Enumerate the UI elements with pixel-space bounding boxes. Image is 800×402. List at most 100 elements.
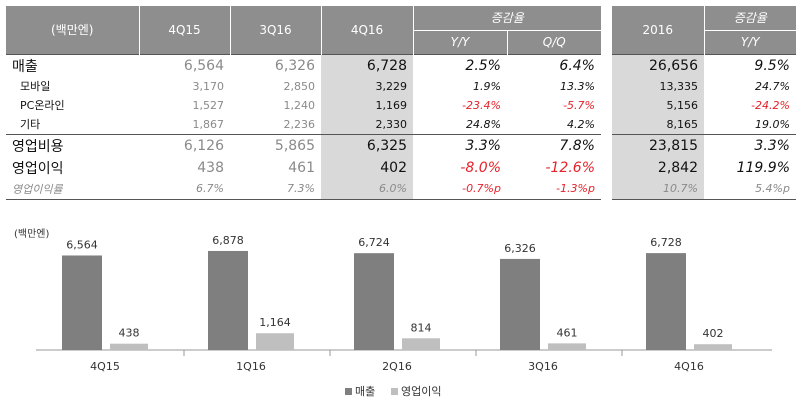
annual-value-cell: 13,335 — [612, 76, 704, 96]
value-cell: 5,865 — [230, 133, 321, 157]
revenue-bar — [62, 255, 102, 350]
legend-swatch — [345, 388, 352, 395]
table-row: 기타 1,867 2,236 2,330 24.8% 4.2% — [6, 114, 601, 134]
qq-cell: -5.7% — [563, 98, 595, 112]
revenue-data-label: 6,728 — [650, 236, 682, 249]
operating-profit-bar — [110, 343, 148, 350]
annual-yy-cell: 19.0% — [755, 117, 790, 131]
legend-swatch — [391, 388, 398, 395]
x-tick-label: 1Q16 — [236, 360, 266, 373]
value-cell: 1,240 — [283, 98, 316, 112]
value-cell: 402 — [321, 156, 413, 179]
annual-yy-cell: 9.5% — [704, 53, 796, 77]
value-cell: 6,728 — [321, 53, 413, 77]
table-row: 26,656 9.5% — [612, 53, 796, 77]
table-row: 2,842 119.9% — [612, 156, 796, 179]
revenue-data-label: 6,326 — [504, 242, 536, 255]
qq-cell: -1.3%p — [507, 178, 601, 200]
annual-value-cell: 5,156 — [612, 95, 704, 115]
value-cell: 2,850 — [283, 79, 316, 93]
x-tick-label: 4Q16 — [674, 360, 704, 373]
row-label: 기타 — [20, 118, 41, 131]
yy-cell: -0.7%p — [413, 178, 507, 200]
col-header-4q16: 4Q16 — [320, 6, 413, 54]
unit-header: (백만엔) — [6, 6, 139, 54]
annual-yy-cell: 3.3% — [704, 133, 796, 157]
revenue-data-label: 6,564 — [66, 238, 98, 251]
value-cell: 461 — [288, 159, 315, 176]
x-tick-label: 3Q16 — [528, 360, 558, 373]
annual-value-cell: 10.7% — [612, 178, 704, 200]
col-header-qq: Q/Q — [506, 30, 601, 54]
qq-cell: -12.6% — [545, 159, 595, 176]
annual-value-cell: 2,842 — [612, 156, 704, 179]
value-cell: 3,229 — [321, 76, 413, 96]
value-cell: 2,330 — [321, 114, 413, 134]
operating-profit-bar — [256, 333, 294, 350]
operating-profit-data-label: 461 — [557, 326, 578, 339]
value-cell: 438 — [197, 159, 224, 176]
col-header-3q16: 3Q16 — [229, 6, 321, 54]
row-label: PC온라인 — [20, 99, 65, 112]
row-label: 모바일 — [20, 80, 51, 93]
row-label: 영업비용 — [6, 133, 139, 157]
value-cell: 7.3% — [230, 178, 321, 200]
yy-cell: 3.3% — [413, 133, 507, 157]
revenue-data-label: 6,878 — [212, 234, 244, 247]
yy-cell: -8.0% — [460, 159, 501, 176]
chart-legend: 매출 영업이익 — [345, 385, 441, 398]
yy-cell: 1.9% — [473, 79, 501, 93]
revenue-profit-bar-chart: (백만엔) 4Q15 1Q16 2Q16 3Q16 4Q16 6,564 438 6,878… — [14, 228, 772, 398]
qq-cell: 4.2% — [567, 117, 595, 131]
value-cell: 1,169 — [321, 95, 413, 115]
revenue-data-label: 6,724 — [358, 236, 390, 249]
table-row: 5,156 -24.2% — [612, 95, 796, 115]
table-row: 영업이익률 6.7% 7.3% 6.0% -0.7%p -1.3%p — [6, 178, 601, 200]
col-header-2016: 2016 — [612, 6, 704, 54]
operating-profit-data-label: 438 — [119, 327, 140, 340]
revenue-bar — [354, 253, 394, 350]
annual-yy-cell: 5.4%p — [704, 178, 796, 200]
table-row: 영업비용 6,126 5,865 6,325 3.3% 7.8% — [6, 133, 601, 157]
qq-cell: 13.3% — [560, 79, 595, 93]
operating-profit-bar — [548, 343, 586, 350]
operating-profit-data-label: 402 — [703, 327, 724, 340]
annual-value-cell: 26,656 — [612, 53, 704, 77]
legend-label: 매출 — [355, 385, 375, 398]
annual-change-header: 증감율 — [703, 6, 796, 31]
row-label: 영업이익률 — [6, 178, 139, 200]
revenue-bar — [500, 258, 540, 350]
value-cell: 6.0% — [321, 178, 413, 200]
change-header: 증감율 — [412, 6, 601, 31]
chart-unit-label: (백만엔) — [14, 228, 50, 240]
annual-yy-cell: -24.2% — [751, 98, 790, 112]
qq-cell: 7.8% — [507, 133, 601, 157]
x-tick-label: 2Q16 — [382, 360, 412, 373]
table-row: 13,335 24.7% — [612, 76, 796, 96]
table-row: 8,165 19.0% — [612, 114, 796, 134]
value-cell: 2,236 — [283, 117, 316, 131]
annual-yy-cell: 119.9% — [736, 159, 790, 176]
row-label: 매출 — [6, 53, 139, 77]
col-header-yy: Y/Y — [412, 30, 507, 54]
x-tick-label: 4Q15 — [90, 360, 120, 373]
annual-results-table: 2016 증감율 Y/Y 26,656 9.5% 13,335 24.7% 5,156 -… — [612, 6, 796, 200]
value-cell: 6.7% — [139, 178, 230, 200]
col-header-4q15: 4Q15 — [138, 6, 230, 54]
operating-profit-data-label: 1,164 — [259, 316, 291, 329]
table-row: 매출 6,564 6,326 6,728 2.5% 6.4% — [6, 53, 601, 77]
table-row: PC온라인 1,527 1,240 1,169 -23.4% -5.7% — [6, 95, 601, 115]
qq-cell: 6.4% — [507, 53, 601, 77]
annual-value-cell: 23,815 — [612, 133, 704, 157]
quarterly-results-table: (백만엔) 4Q15 3Q16 4Q16 증감율 Y/Y Q/Q 매출 6,564… — [6, 6, 601, 200]
table-row: 영업이익 438 461 402 -8.0% -12.6% — [6, 156, 601, 179]
operating-profit-bar — [694, 344, 732, 350]
revenue-bar — [208, 250, 248, 350]
revenue-bar — [646, 253, 686, 350]
annual-col-header-yy: Y/Y — [703, 30, 796, 54]
legend-label: 영업이익 — [401, 385, 441, 398]
value-cell: 6,564 — [139, 53, 230, 77]
row-label: 영업이익 — [12, 160, 64, 177]
value-cell: 1,527 — [192, 98, 225, 112]
table-row: 23,815 3.3% — [612, 133, 796, 157]
